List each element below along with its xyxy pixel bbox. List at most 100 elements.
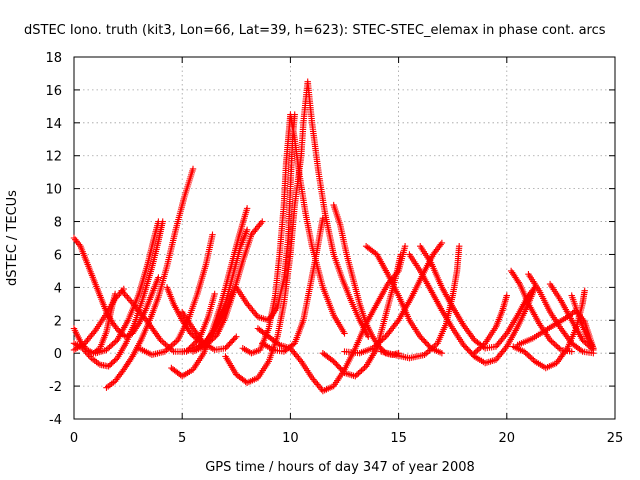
data-point [104,345,112,352]
data-point [226,340,233,348]
data-point [124,294,131,301]
data-point [259,218,266,225]
data-point [577,347,585,354]
data-point [331,359,339,367]
data-point [423,340,431,348]
data-point [155,218,162,225]
data-point [520,348,528,355]
y-tick-label: 6 [54,248,62,263]
data-point [222,345,229,352]
data-point [171,339,178,347]
data-point [359,365,367,373]
data-point [243,226,251,233]
data-point [472,348,480,355]
data-point [358,367,365,374]
data-point [438,239,446,247]
data-point [189,331,196,339]
chart-title: dSTEC Iono. truth (kit3, Lon=66, Lat=39,… [24,23,606,38]
data-point [553,342,560,349]
data-point [243,205,251,212]
data-point [111,357,118,365]
data-point [548,338,555,345]
data-point [528,355,536,362]
data-point [422,339,429,346]
data-point [125,295,133,303]
data-point [231,334,239,342]
data-point [361,364,368,371]
x-tick-label: 20 [499,431,516,446]
data-point [461,343,469,350]
data-point [227,339,235,346]
data-point [503,292,510,299]
data-point [474,347,481,354]
y-tick-label: 4 [54,281,62,296]
data-point [230,336,237,343]
data-point [467,348,474,356]
data-point [478,342,486,350]
data-point [291,111,298,118]
data-point [465,347,473,354]
data-point [401,243,409,250]
data-point [112,356,120,363]
y-tick-label: 18 [45,51,62,66]
data-point [355,370,362,377]
y-tick-label: 0 [54,347,62,362]
y-tick-label: 2 [54,314,62,329]
data-point [556,345,563,352]
data-point [418,334,425,342]
data-point [338,366,345,374]
data-point [330,358,337,365]
data-point [233,333,240,340]
data-point [477,344,484,351]
data-point [460,341,467,349]
data-point [229,337,236,345]
x-tick-label: 5 [178,431,186,446]
data-point [334,362,341,369]
x-axis-label: GPS time / hours of day 347 of year 2008 [205,460,475,475]
data-point [158,338,166,345]
data-point [155,274,162,281]
data-point [581,287,588,294]
data-point [122,292,130,299]
x-tick-labels: 0 5 10 15 20 25 [70,431,623,446]
data-point [187,330,195,337]
x-tick-label: 25 [607,431,624,446]
data-point [590,345,597,352]
data-point [107,342,115,349]
data-point [353,371,361,379]
y-tick-label: 10 [45,183,62,198]
data-point [397,251,404,258]
data-point [341,330,348,337]
data-point [568,348,575,355]
data-point [106,361,114,369]
data-point [109,341,116,348]
data-point [549,339,557,347]
x-tick-label: 0 [70,431,78,446]
data-point [337,365,344,372]
data-point [224,342,232,349]
data-point [110,339,118,347]
data-point [211,290,218,298]
data-point [554,343,562,351]
y-tick-label: -4 [49,413,62,428]
data-point [475,345,483,353]
data-points [70,78,597,395]
y-tick-label: 12 [45,150,62,165]
data-point [417,333,424,340]
data-point [112,338,119,345]
data-point [105,363,112,370]
data-point [189,165,197,173]
data-point [455,243,463,250]
data-point [551,341,558,348]
y-axis-label: dSTEC / TECUs [5,190,20,286]
data-point [190,341,197,348]
data-point [425,342,432,349]
data-point [530,356,537,364]
data-point [438,349,446,357]
data-point [524,351,531,358]
data-point [580,338,588,345]
y-tick-labels: -4 -2 0 2 4 6 8 10 12 14 16 18 [45,51,62,428]
data-point [527,353,534,361]
data-point [335,363,343,371]
